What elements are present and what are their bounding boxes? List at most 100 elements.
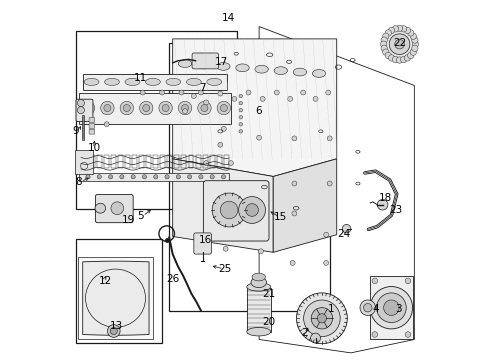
Text: 1: 1 [328,304,335,314]
Circle shape [324,260,329,265]
Text: 3: 3 [395,304,402,314]
Ellipse shape [255,66,269,73]
Ellipse shape [274,67,288,75]
Ellipse shape [101,101,114,115]
Circle shape [120,175,124,179]
Circle shape [292,211,297,216]
FancyBboxPatch shape [89,123,95,129]
Bar [169,43,330,311]
Circle shape [408,52,414,59]
FancyBboxPatch shape [96,194,133,223]
Bar [83,155,88,168]
Circle shape [404,55,411,61]
Circle shape [111,202,123,215]
Circle shape [165,175,169,179]
Circle shape [107,325,120,337]
Ellipse shape [95,203,106,213]
Circle shape [412,45,418,51]
Circle shape [410,33,416,39]
Circle shape [389,55,395,61]
Bar [203,155,208,168]
Circle shape [212,193,246,227]
Ellipse shape [84,104,92,112]
Circle shape [204,161,209,166]
Circle shape [245,204,258,216]
Circle shape [257,135,262,140]
Circle shape [364,303,372,312]
Ellipse shape [198,101,211,115]
Ellipse shape [207,78,221,85]
Circle shape [377,293,406,323]
Text: 14: 14 [222,13,235,23]
Ellipse shape [181,104,189,112]
Ellipse shape [143,104,150,112]
Bar [247,288,271,332]
Ellipse shape [162,104,169,112]
Bar [83,74,227,90]
Text: 26: 26 [167,274,180,284]
Text: 11: 11 [134,73,147,83]
Bar [168,155,172,168]
Circle shape [301,90,306,95]
Circle shape [392,56,398,63]
Circle shape [228,161,233,166]
Circle shape [176,175,180,179]
Bar [125,155,130,168]
Circle shape [154,175,158,179]
Ellipse shape [146,78,160,85]
Ellipse shape [217,63,230,70]
Ellipse shape [81,101,95,115]
Circle shape [239,130,243,133]
Circle shape [239,94,243,98]
Circle shape [232,96,237,101]
Circle shape [408,30,414,36]
Circle shape [179,90,184,95]
Bar [104,155,109,168]
Text: 15: 15 [274,212,287,222]
Text: 21: 21 [262,289,275,298]
FancyBboxPatch shape [192,53,219,69]
Bar [174,155,179,168]
Bar [75,239,162,343]
FancyBboxPatch shape [89,129,95,134]
Circle shape [392,26,398,32]
Bar [76,31,237,209]
Ellipse shape [104,78,120,85]
Text: 13: 13 [110,321,123,332]
Bar [181,155,186,168]
Polygon shape [78,257,152,339]
Text: 7: 7 [199,83,206,93]
Text: 10: 10 [88,143,101,153]
Circle shape [383,33,389,39]
Text: 4: 4 [372,304,379,314]
Circle shape [239,122,243,126]
Text: 12: 12 [98,275,112,285]
Circle shape [327,136,332,141]
Ellipse shape [166,78,181,85]
Ellipse shape [159,101,172,115]
Ellipse shape [313,69,326,77]
Ellipse shape [201,104,208,112]
Text: 18: 18 [378,193,392,203]
Ellipse shape [220,104,227,112]
Ellipse shape [251,277,267,288]
Polygon shape [172,39,337,176]
Circle shape [389,27,395,33]
Ellipse shape [123,104,130,112]
Circle shape [239,197,266,224]
Circle shape [218,142,223,147]
Ellipse shape [125,78,140,85]
Ellipse shape [120,101,133,115]
FancyBboxPatch shape [194,233,212,254]
FancyBboxPatch shape [75,150,93,174]
Circle shape [221,175,225,179]
Circle shape [104,122,109,127]
Bar [153,155,158,168]
Circle shape [383,49,389,55]
Circle shape [372,278,378,284]
Circle shape [412,41,418,48]
Polygon shape [172,159,273,252]
Text: 8: 8 [75,177,82,187]
Bar [210,155,215,168]
Ellipse shape [178,101,192,115]
